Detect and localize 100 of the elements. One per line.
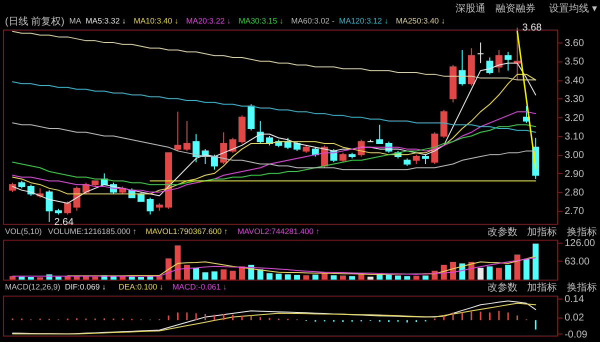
bar — [266, 273, 273, 280]
bar — [349, 276, 356, 280]
text: MA250:3.40 ↓ — [396, 16, 446, 26]
bar — [276, 274, 282, 280]
text: MA10:3.40 ↓ — [134, 16, 178, 26]
text: 加指标 — [527, 282, 558, 294]
bar — [128, 276, 135, 280]
candlestick — [477, 42, 484, 64]
y-tick-label: 2.70 — [564, 206, 584, 218]
candlestick — [138, 192, 145, 202]
y-tick-label: 3.60 — [564, 38, 584, 50]
line-series — [12, 81, 536, 133]
candlestick — [412, 154, 420, 165]
bar — [404, 276, 410, 280]
y-tick-label: 3.30 — [564, 94, 584, 106]
y-tick-label: 2.90 — [564, 168, 584, 180]
y-tick-label: 0.02 — [564, 312, 584, 324]
text: DIF:0.069 ↓ — [64, 282, 106, 292]
bar — [211, 271, 218, 280]
bar — [395, 276, 401, 280]
text: MACD:-0.061 ↓ — [172, 282, 227, 292]
bar — [18, 276, 25, 280]
bar — [413, 276, 420, 280]
y-tick-label: 126.00 — [564, 238, 596, 249]
bar — [340, 276, 346, 280]
bar — [110, 276, 116, 280]
candlestick — [229, 137, 236, 154]
text: MA5:3.32 ↓ — [86, 16, 126, 26]
y-tick-label: 3.20 — [564, 112, 584, 124]
bar — [478, 268, 484, 280]
annotation: 2.64 — [54, 216, 74, 228]
y-tick-label: 3.40 — [564, 75, 584, 86]
y-tick-label: 3.00 — [564, 150, 584, 162]
chart-subtitle: MA — [69, 16, 82, 26]
candlestick — [422, 154, 430, 165]
y-tick-label: 0.14 — [564, 294, 584, 306]
bar — [220, 269, 227, 280]
text: 深股通 — [456, 2, 486, 15]
candlestick — [192, 134, 200, 163]
candlestick — [46, 190, 53, 222]
bar — [202, 272, 208, 280]
candlestick — [210, 154, 218, 170]
candlestick — [294, 141, 301, 152]
annotation: 3.68 — [522, 22, 542, 34]
bar — [147, 276, 154, 280]
text: MA20:3.22 ↓ — [186, 16, 231, 26]
text: MA120:3.12 ↓ — [339, 16, 388, 26]
chart-title: (日线 前复权) — [4, 15, 64, 28]
bar — [330, 275, 337, 280]
bar — [138, 276, 144, 280]
bar — [184, 264, 190, 280]
bar — [486, 266, 493, 280]
bar — [28, 276, 34, 280]
text: MA60:3.02 - — [291, 16, 335, 26]
bar — [55, 276, 62, 280]
bar — [496, 268, 502, 280]
y-tick-label: -0.09 — [564, 329, 588, 340]
candlestick — [458, 50, 466, 86]
text: 加指标 — [527, 226, 558, 238]
bar — [386, 274, 392, 280]
bar — [322, 273, 328, 280]
text: 改参数 — [487, 226, 518, 238]
y-tick-label: 3.10 — [564, 131, 584, 142]
bar — [230, 270, 236, 280]
candlestick — [174, 111, 182, 152]
candlestick — [183, 120, 190, 152]
candlestick — [376, 124, 384, 144]
text: 改参数 — [487, 282, 518, 294]
candlestick — [339, 152, 346, 163]
candlestick — [248, 104, 255, 131]
chart-title: MACD(12,26,9) — [4, 282, 61, 292]
candlestick — [146, 197, 154, 215]
bar — [92, 276, 98, 280]
text: 换指标 — [567, 226, 598, 238]
text: MAVOL1:790367.600 ↑ — [146, 226, 228, 236]
candlestick — [504, 51, 512, 72]
bar — [532, 244, 539, 280]
bar — [294, 274, 300, 280]
bar — [312, 274, 318, 280]
bar — [367, 276, 374, 280]
text: DEA:0.100 ↓ — [118, 282, 164, 292]
y-tick-label: 2.80 — [564, 188, 584, 199]
chart-subtitle: VOLUME:1216185.000 ↑ — [48, 226, 137, 236]
bar — [514, 254, 520, 280]
bar — [422, 276, 429, 280]
chart-title: VOL(5,10) — [4, 226, 42, 236]
candlestick — [64, 200, 72, 215]
text: MAVOL2:744281.400 ↑ — [237, 226, 320, 236]
text: 融资融券 — [495, 2, 536, 15]
candlestick — [495, 50, 502, 73]
text: MA30:3.15 ↓ — [238, 16, 284, 26]
text: 换指标 — [567, 282, 598, 294]
bar — [284, 274, 291, 280]
text: 设置均线 ▾ — [549, 2, 598, 15]
line-series — [12, 111, 536, 193]
y-tick-label: 3.50 — [564, 56, 584, 68]
bar — [193, 268, 200, 280]
bar — [505, 264, 512, 280]
bar — [523, 258, 530, 280]
line-series — [12, 257, 536, 277]
